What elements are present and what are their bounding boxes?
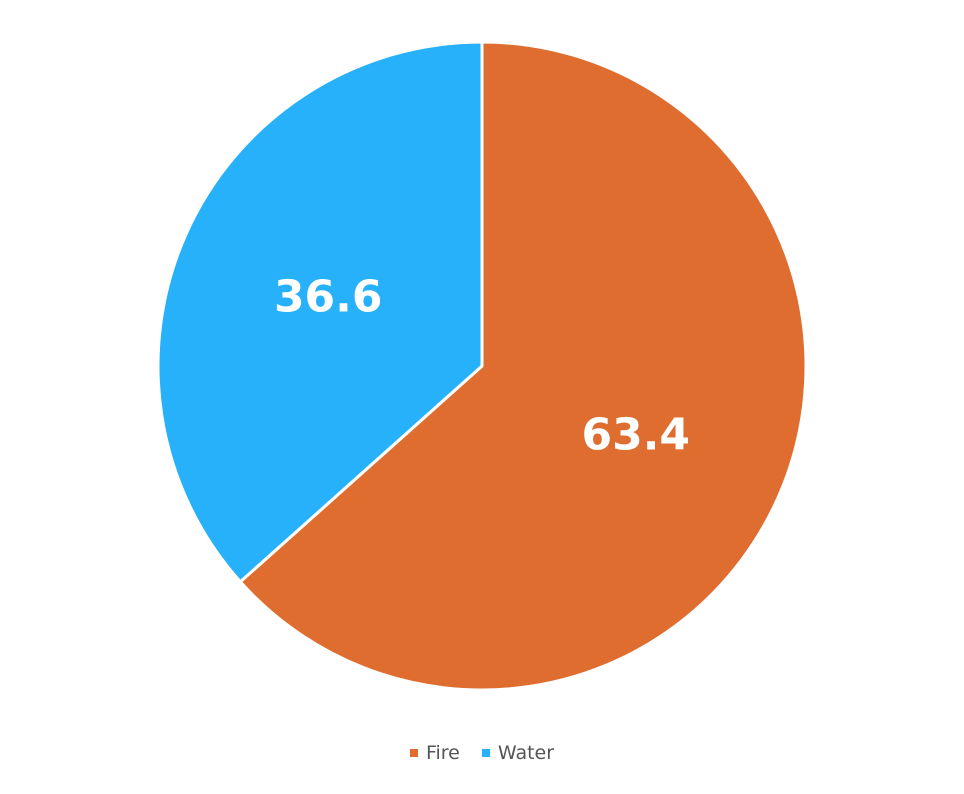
legend-label-water: Water [497,742,555,764]
pie-chart-canvas: 63.4 36.6 [156,40,808,692]
legend-item-water[interactable]: Water [481,742,555,764]
data-label-water: 36.6 [274,272,383,323]
legend-label-fire: Fire [425,742,460,764]
pie-slice-fire[interactable] [238,40,808,692]
legend-swatch-water [481,749,490,757]
legend-item-fire[interactable]: Fire [409,742,460,764]
data-label-fire: 63.4 [581,409,690,460]
pie-slice-water[interactable] [156,40,484,584]
legend-swatch-fire [409,749,418,757]
chart-legend: Fire Water [0,742,964,764]
